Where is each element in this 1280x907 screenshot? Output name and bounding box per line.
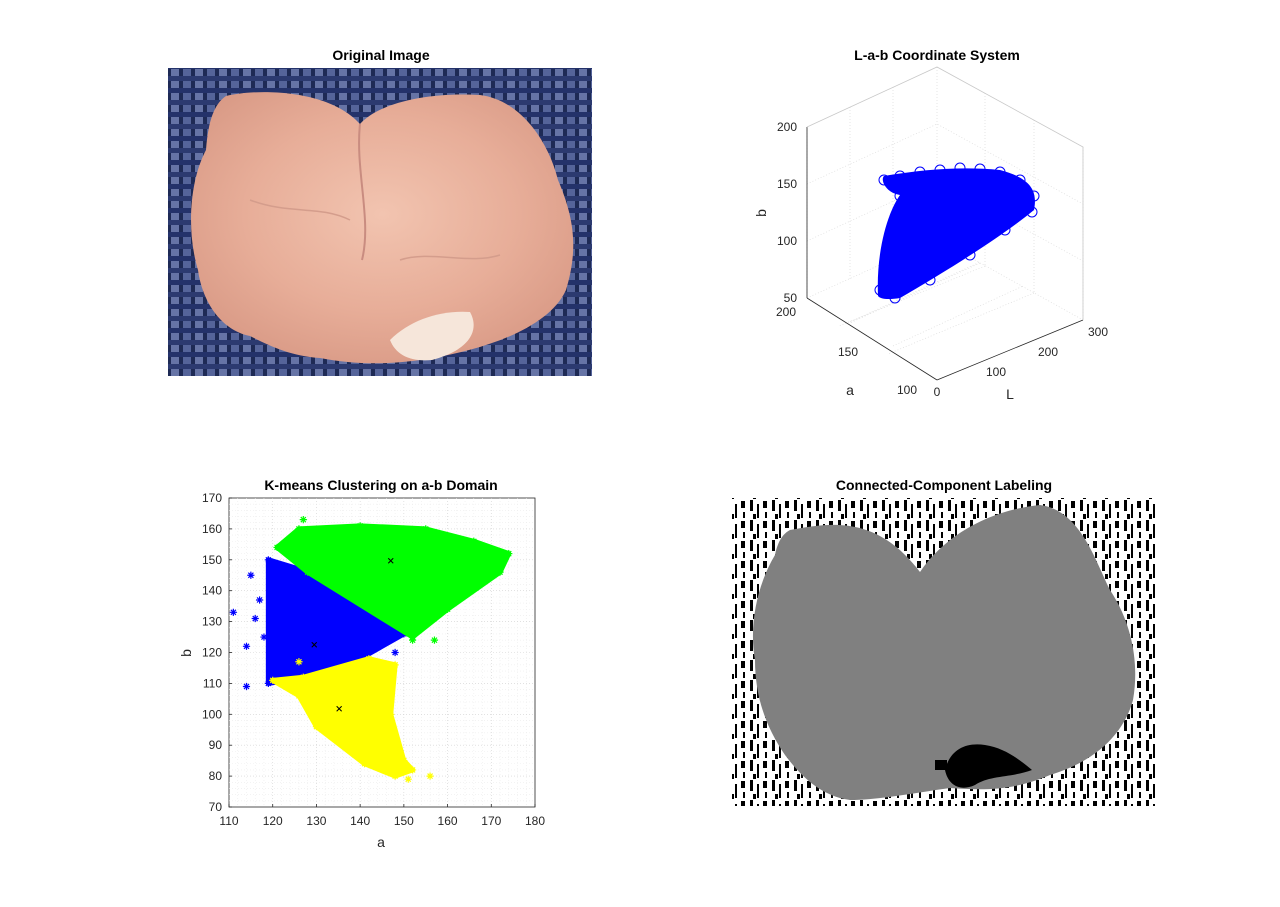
lab-z-tick-100: 100 [777, 234, 797, 248]
kmeans-y-tick-120: 120 [202, 646, 222, 660]
lab-x-tick-300: 300 [1088, 325, 1108, 339]
kmeans-x-tick-170: 170 [481, 814, 501, 828]
kmeans-point [300, 674, 307, 681]
kmeans-point [466, 581, 473, 588]
kmeans-y-label: b [178, 649, 194, 657]
kmeans-y-tick-90: 90 [209, 738, 223, 752]
kmeans-x-tick-160: 160 [438, 814, 458, 828]
kmeans-x-label: a [377, 834, 385, 850]
lab-y-label: a [846, 382, 854, 398]
lab-z-tick-150: 150 [777, 177, 797, 191]
kmeans-point [470, 538, 477, 545]
kmeans-y-tick-70: 70 [209, 800, 223, 814]
lab-z-label: b [753, 209, 769, 217]
kmeans-x-tick-150: 150 [394, 814, 414, 828]
kmeans-y-tick-100: 100 [202, 707, 222, 721]
kmeans-y-tick-170: 170 [202, 491, 222, 505]
kmeans-y-tick-150: 150 [202, 553, 222, 567]
lab-x-label: L [1006, 386, 1014, 402]
kmeans-y-tick-160: 160 [202, 522, 222, 536]
kmeans-point [273, 544, 280, 551]
kmeans-point [243, 683, 250, 690]
kmeans-y-tick-140: 140 [202, 584, 222, 598]
kmeans-point [409, 766, 416, 773]
kmeans-y-tick-130: 130 [202, 615, 222, 629]
kmeans-point [295, 692, 302, 699]
lab-y-tick-100: 100 [897, 383, 917, 397]
kmeans-x-tick-180: 180 [525, 814, 545, 828]
kmeans-point [405, 776, 412, 783]
lab-x-tick-0: 0 [934, 385, 941, 399]
kmeans-point [387, 671, 394, 678]
kmeans-point [392, 649, 399, 656]
kmeans-point [365, 655, 372, 662]
kmeans-point [295, 658, 302, 665]
kmeans-point [269, 677, 276, 684]
kmeans-point [392, 773, 399, 780]
kmeans-point [505, 550, 512, 557]
lab-3d-axes: 200 150 100 50 b 200 150 100 a 0 100 200… [753, 67, 1108, 402]
kmeans-point [444, 606, 451, 613]
ccl-image [732, 498, 1156, 806]
kmeans-point [313, 723, 320, 730]
kmeans-point [265, 556, 272, 563]
lab-z-tick-200: 200 [777, 120, 797, 134]
lab-x-tick-200: 200 [1038, 345, 1058, 359]
kmeans-y-tick-80: 80 [209, 769, 223, 783]
kmeans-x-tick-130: 130 [306, 814, 326, 828]
kmeans-point [400, 757, 407, 764]
kmeans-axes: 110 120 130 140 150 160 170 180 70 80 90 100 110 120 1… [178, 491, 545, 850]
lab-y-tick-150: 150 [838, 345, 858, 359]
kmeans-x-tick-110: 110 [219, 814, 238, 828]
kmeans-x-tick-140: 140 [350, 814, 370, 828]
lab-x-tick-100: 100 [986, 365, 1006, 379]
kmeans-point [243, 643, 250, 650]
kmeans-point [383, 633, 390, 640]
kmeans-point [426, 773, 433, 780]
kmeans-point [431, 637, 438, 644]
kmeans-point [409, 637, 416, 644]
kmeans-y-tick-110: 110 [203, 676, 222, 690]
kmeans-point [365, 643, 372, 650]
kmeans-point [295, 525, 302, 532]
kmeans-point [357, 522, 364, 529]
kmeans-point [256, 596, 263, 603]
kmeans-point [392, 661, 399, 668]
kmeans-point [300, 516, 307, 523]
lab-y-tick-200: 200 [776, 305, 796, 319]
kmeans-point [230, 609, 237, 616]
kmeans-point [247, 572, 254, 579]
original-image [168, 68, 592, 376]
kmeans-x-tick-120: 120 [263, 814, 283, 828]
lab-z-tick-50: 50 [784, 291, 798, 305]
kmeans-point [304, 569, 311, 576]
